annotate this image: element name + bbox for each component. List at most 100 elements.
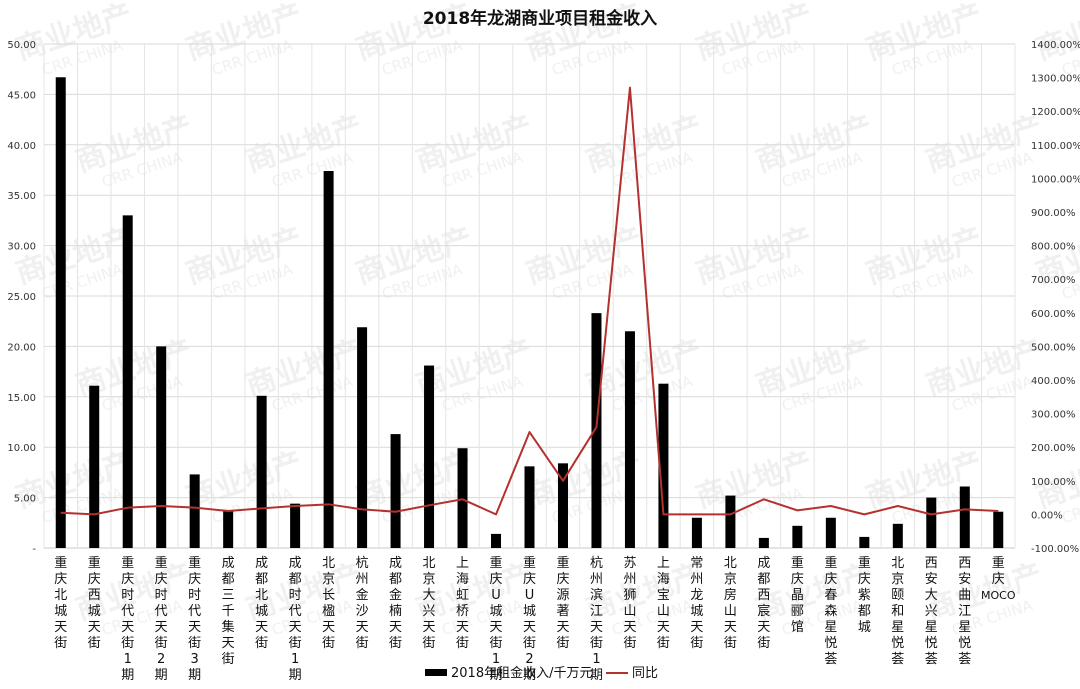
bar (557, 463, 568, 548)
bar (926, 497, 937, 548)
bar (457, 448, 468, 548)
legend-bar-label: 2018年租金收入/千万元 (451, 665, 592, 681)
y-tick-label: 50.00 (7, 40, 36, 51)
chart-title: 2018年龙湖商业项目租金收入 (423, 8, 657, 29)
category-label: 杭州滨江天街 1 期 (590, 556, 603, 683)
category-label: 北京颐和星悦荟 (891, 556, 904, 667)
category-label: 成都时代天街 1 期 (289, 556, 302, 683)
legend: 2018年租金收入/千万元 同比 (425, 665, 658, 681)
bar (323, 171, 334, 548)
category-label: 重庆晶郦馆 (791, 555, 804, 635)
category-label: 北京房山天街 (724, 556, 737, 651)
bar (892, 523, 903, 548)
category-label: 重庆北城天街 (54, 555, 67, 651)
y2-tick-label: 800.00% (1031, 242, 1076, 253)
y2-tick-label: 1100.00% (1031, 141, 1080, 152)
bar (959, 486, 970, 548)
category-axis: 重庆北城天街 重庆西城天街 重庆时代天街 1 期 重庆时代天街 2 期 重庆时代天街 3 期 成都三千… (54, 555, 1016, 683)
line-series (60, 86, 999, 516)
bar (156, 346, 167, 548)
y-tick-label: 10.00 (7, 443, 36, 454)
category-label: 成都北城天街 (255, 556, 268, 651)
bar (725, 495, 736, 548)
bar (624, 331, 635, 548)
grid-lines (43, 43, 1016, 549)
bar-series (55, 77, 1004, 549)
y2-tick-label: 1200.00% (1031, 107, 1080, 118)
category-label: 西安曲江星悦荟 (958, 556, 971, 667)
category-label: 杭州金沙天街 (356, 556, 369, 651)
category-label: 重庆源著天街 (556, 555, 569, 651)
bar (691, 517, 702, 548)
y2-tick-label: 700.00% (1031, 275, 1076, 286)
left-axis: - 5.00 10.00 15.00 20.00 25.00 30.00 35.00 40.00… (7, 40, 36, 555)
bar (122, 215, 133, 549)
category-label: 重庆 U 城天街 2 期 (523, 555, 536, 683)
category-label: 成都三千集天街 (222, 556, 235, 667)
category-label: 北京大兴天街 (423, 556, 436, 651)
bar (825, 517, 836, 548)
bar (792, 525, 803, 548)
bar (290, 503, 301, 548)
category-label: 重庆时代天街 3 期 (188, 555, 201, 683)
category-label: 上海宝山天街 (657, 556, 670, 651)
bar (89, 385, 100, 548)
right-axis: -100.00% 0.00% 100.00% 200.00% 300.00% 400.00… (1031, 40, 1080, 555)
bar (390, 434, 401, 548)
y2-tick-label: 1300.00% (1031, 74, 1080, 85)
category-label: 重庆 U 城天街 1 期 (490, 555, 503, 683)
bar (189, 474, 200, 548)
y-tick-label: 15.00 (7, 393, 36, 404)
y-tick-label: 40.00 (7, 141, 36, 152)
y-tick-label: 5.00 (14, 494, 36, 505)
category-label: 苏州狮山天街 (623, 555, 636, 651)
bar (591, 313, 602, 548)
category-label: 重庆春森星悦荟 (824, 555, 837, 667)
category-label: 重庆时代天街 2 期 (155, 555, 168, 683)
y-tick-label: - (32, 544, 36, 555)
y2-tick-label: 600.00% (1031, 309, 1076, 320)
bar (859, 536, 870, 548)
legend-bar-swatch (425, 669, 447, 676)
y-tick-label: 45.00 (7, 90, 36, 101)
y2-tick-label: 200.00% (1031, 443, 1076, 454)
bar (256, 395, 267, 548)
bar (491, 533, 502, 548)
category-label: 西安大兴星悦荟 (925, 556, 938, 667)
bar (424, 365, 435, 548)
y-tick-label: 30.00 (7, 242, 36, 253)
bar (357, 327, 368, 548)
category-label: 北京长楹天街 (322, 556, 335, 651)
y2-tick-label: 100.00% (1031, 477, 1076, 488)
category-label: 重庆紫都城 (858, 555, 871, 635)
bar (524, 466, 535, 548)
y2-tick-label: 500.00% (1031, 342, 1076, 353)
y-tick-label: 25.00 (7, 292, 36, 303)
bar (993, 511, 1004, 548)
category-label: 上海虹桥天街 (456, 556, 469, 651)
legend-line-label: 同比 (632, 666, 658, 681)
y2-tick-label: 0.00% (1031, 510, 1063, 521)
y2-tick-label: 900.00% (1031, 208, 1076, 219)
y-tick-label: 35.00 (7, 191, 36, 202)
bar (223, 510, 234, 548)
category-label: 常州龙城天街 (690, 556, 703, 651)
bar (55, 77, 66, 548)
y2-tick-label: 1000.00% (1031, 174, 1080, 185)
line-path (60, 86, 999, 516)
category-label: 成都西宸天街 (757, 556, 770, 651)
y2-tick-label: 400.00% (1031, 376, 1076, 387)
bar (758, 537, 769, 548)
y2-tick-label: 300.00% (1031, 410, 1076, 421)
category-label: 重庆西城天街 (88, 555, 101, 651)
bar (658, 383, 669, 548)
